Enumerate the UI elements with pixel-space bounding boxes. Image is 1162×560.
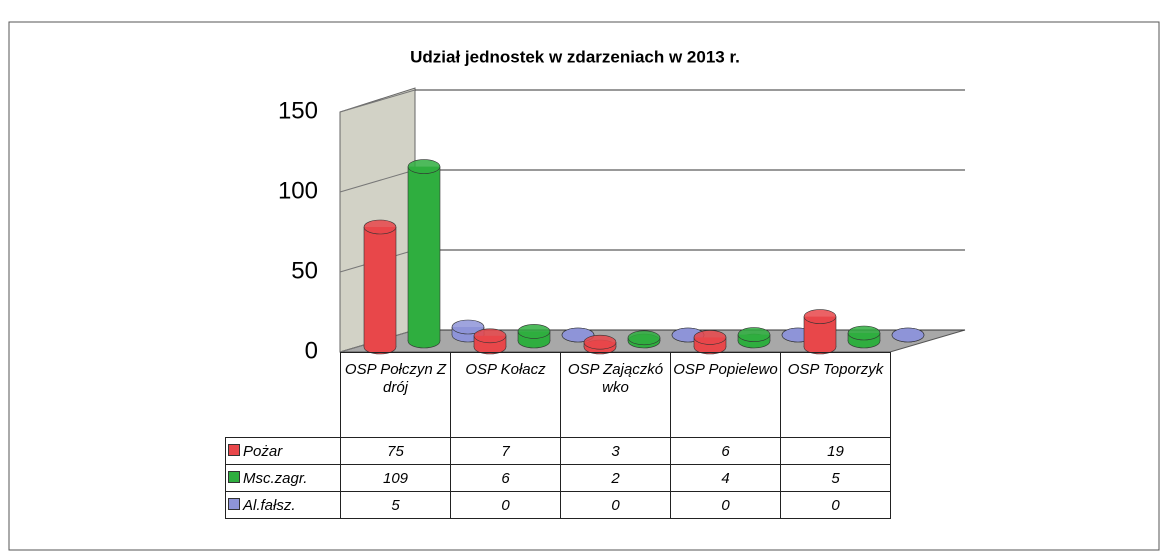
bar-top bbox=[891, 327, 925, 343]
table-value: 3 bbox=[560, 437, 671, 465]
y-tick-label: 100 bbox=[278, 177, 318, 204]
y-tick-label: 50 bbox=[291, 257, 318, 284]
legend-label: Al.fałsz. bbox=[243, 496, 296, 514]
grid-line bbox=[339, 169, 416, 193]
category-label: OSP Zajączkówko bbox=[560, 352, 671, 438]
bar bbox=[517, 324, 551, 349]
series-row: Al.fałsz. 5 0 0 0 0 bbox=[225, 491, 891, 519]
bar-top bbox=[517, 324, 551, 339]
bar bbox=[891, 327, 925, 343]
category-label: OSP Połczyn Zdrój bbox=[340, 352, 451, 438]
bar-top bbox=[407, 159, 441, 174]
legend-entry: Pożar bbox=[225, 437, 341, 465]
bar bbox=[803, 309, 837, 355]
bar bbox=[737, 327, 771, 349]
table-value: 5 bbox=[340, 491, 451, 519]
table-value: 75 bbox=[340, 437, 451, 465]
bar-top bbox=[803, 309, 837, 324]
bar-top bbox=[363, 219, 397, 235]
category-label: OSP Popielewo bbox=[670, 352, 781, 438]
bar-top bbox=[473, 328, 507, 344]
chart-title: Udział jednostek w zdarzeniach w 2013 r. bbox=[410, 47, 740, 66]
legend-swatch bbox=[228, 470, 240, 483]
table-value: 19 bbox=[780, 437, 891, 465]
bar-top bbox=[737, 327, 771, 342]
category-label: OSP Kołacz bbox=[450, 352, 561, 438]
bar-top bbox=[451, 319, 485, 335]
table-value: 0 bbox=[670, 491, 781, 519]
legend-swatch bbox=[228, 443, 240, 456]
bar bbox=[363, 219, 397, 355]
bar bbox=[847, 325, 881, 349]
table-value: 4 bbox=[670, 464, 781, 492]
table-value: 0 bbox=[560, 491, 671, 519]
legend-entry: Al.fałsz. bbox=[225, 491, 341, 519]
series-row: Pożar 75 7 3 6 19 bbox=[225, 437, 891, 465]
category-label: OSP Toporzyk bbox=[780, 352, 891, 438]
bar bbox=[407, 159, 441, 349]
bar bbox=[583, 334, 617, 355]
category-row: OSP Połczyn Zdrój OSP Kołacz OSP Zajączków… bbox=[226, 352, 891, 438]
legend-label: Msc.zagr. bbox=[243, 469, 308, 487]
bar-body bbox=[408, 166, 440, 341]
legend-swatch bbox=[228, 497, 240, 510]
bar-top bbox=[627, 330, 661, 346]
legend-entry: Msc.zagr. bbox=[225, 464, 341, 492]
table-value: 0 bbox=[780, 491, 891, 519]
table-value: 6 bbox=[450, 464, 561, 492]
bar-body bbox=[364, 227, 396, 347]
bar-top bbox=[583, 334, 617, 350]
bar bbox=[627, 330, 661, 349]
corner bbox=[226, 353, 341, 438]
table-value: 6 bbox=[670, 437, 781, 465]
table-value: 0 bbox=[450, 491, 561, 519]
bar-top bbox=[693, 330, 727, 345]
table-value: 2 bbox=[560, 464, 671, 492]
table-value: 7 bbox=[450, 437, 561, 465]
grid-line bbox=[339, 89, 416, 113]
table-value: 109 bbox=[340, 464, 451, 492]
frame bbox=[8, 21, 1160, 551]
data-table: OSP Połczyn Zdrój OSP Kołacz OSP Zajączków… bbox=[225, 352, 891, 519]
bar bbox=[473, 328, 507, 355]
series-row: Msc.zagr. 109 6 2 4 5 bbox=[225, 464, 891, 492]
legend-label: Pożar bbox=[243, 442, 283, 460]
y-tick-label: 0 bbox=[305, 337, 318, 364]
y-tick-label: 150 bbox=[278, 97, 318, 124]
bar bbox=[693, 330, 727, 355]
table-value: 5 bbox=[780, 464, 891, 492]
bar-top bbox=[847, 325, 881, 341]
